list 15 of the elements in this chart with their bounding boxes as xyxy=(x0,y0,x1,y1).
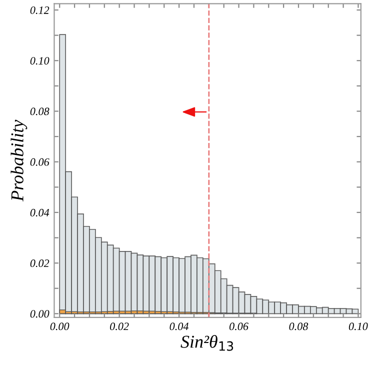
x-tick-label: 0.04 xyxy=(170,322,189,330)
x-tick-label: 0.06 xyxy=(229,322,248,330)
y-tick-label: 0.12 xyxy=(30,6,50,14)
x-tick-label: 0.00 xyxy=(50,322,70,330)
y-tick-label: 0.06 xyxy=(30,158,50,166)
y-tick-label: 0.04 xyxy=(30,208,50,216)
y-tick-label: 0.00 xyxy=(30,310,50,318)
x-tick-label: 0.02 xyxy=(110,322,129,330)
y-tick-label: 0.10 xyxy=(30,57,50,65)
y-axis-title: Probability xyxy=(10,120,28,202)
x-tick-label: 0.10 xyxy=(348,322,368,330)
x-axis-title: Sin²θ$_{13}$ xyxy=(180,335,234,351)
y-tick-label: 0.02 xyxy=(30,260,50,268)
x-tick-label: 0.08 xyxy=(289,322,308,330)
y-tick-label: 0.08 xyxy=(30,108,50,116)
